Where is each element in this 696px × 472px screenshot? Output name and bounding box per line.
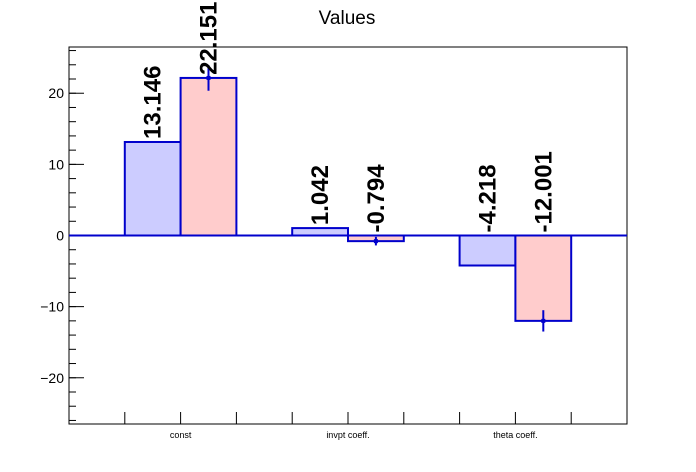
data-label: 1.042	[307, 165, 334, 225]
bar	[179, 76, 238, 237]
bar	[291, 227, 350, 237]
category-label: invpt coeff.	[326, 430, 369, 440]
data-label: 22.151	[196, 2, 223, 75]
chart-title: Values	[319, 8, 376, 29]
bar	[514, 234, 573, 322]
y-tick-label: −10	[40, 299, 64, 315]
data-label: -4.218	[475, 164, 502, 232]
error-bar-marker	[373, 239, 378, 244]
data-label: 13.146	[140, 66, 167, 139]
bar	[458, 234, 517, 267]
data-label: -0.794	[363, 164, 390, 233]
bar	[123, 140, 182, 237]
data-label: -12.001	[530, 151, 557, 232]
category-label: theta coeff.	[493, 430, 537, 440]
y-tick-label: −20	[40, 370, 64, 386]
plot-area: −20 −10 0 10 20 13.146 1.042 -4.218 22.151 -0.794…	[40, 2, 628, 440]
y-tick-label: 0	[56, 228, 64, 244]
error-bar-marker	[541, 318, 546, 323]
y-tick-label: 20	[48, 85, 64, 101]
error-bar-marker	[206, 75, 211, 80]
y-tick-label: 10	[48, 156, 64, 172]
category-label: const	[170, 430, 192, 440]
